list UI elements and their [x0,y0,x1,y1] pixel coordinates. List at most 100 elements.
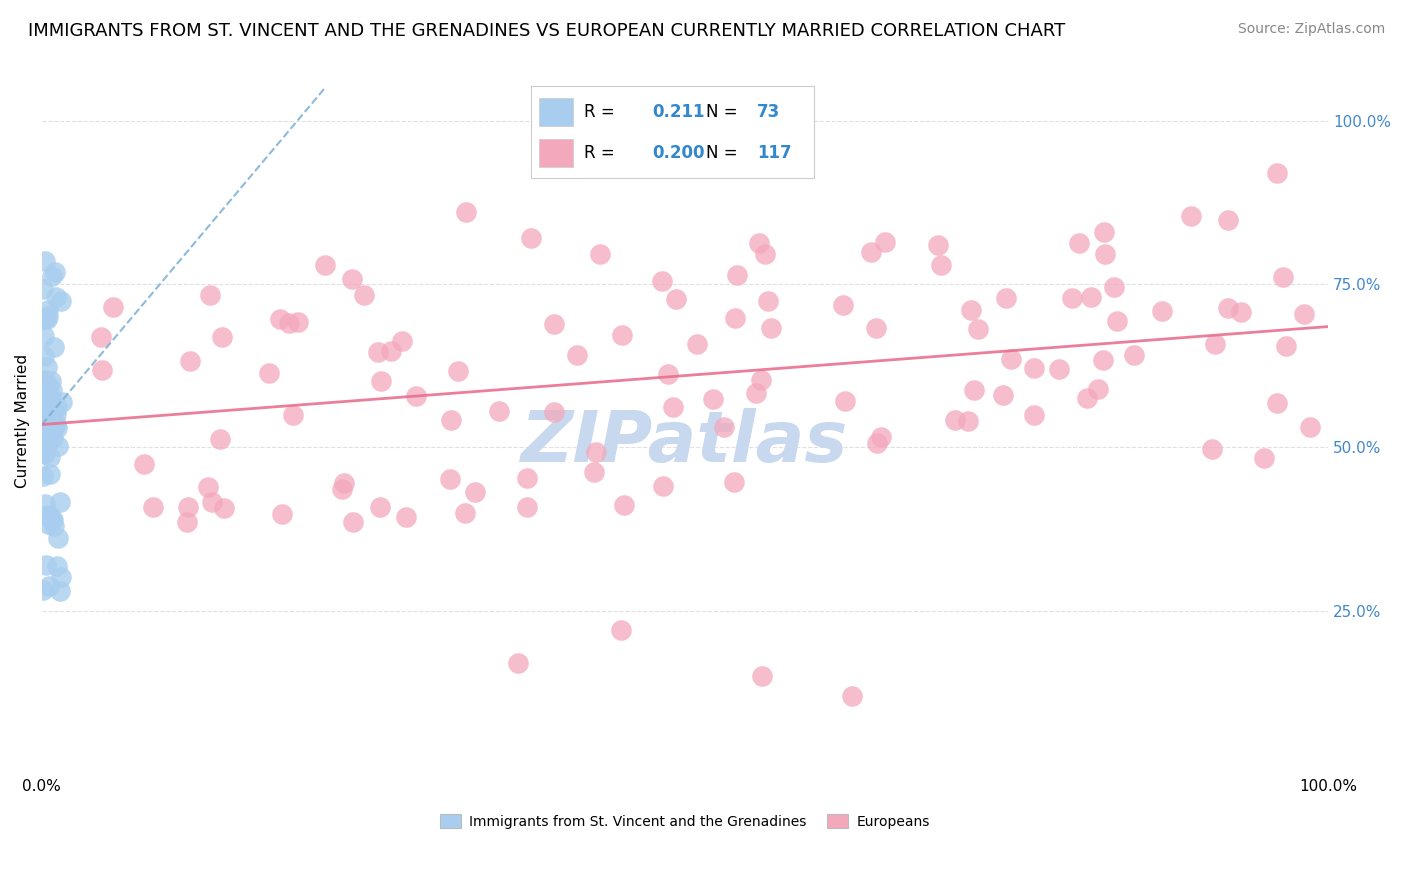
Legend: Immigrants from St. Vincent and the Grenadines, Europeans: Immigrants from St. Vincent and the Gren… [434,808,935,834]
Point [34,446,56,460]
Point [39,395,62,409]
Point [37,407,59,421]
Point [967,322,990,336]
Point [1092,353,1115,368]
Point [35,420,58,434]
Point [340,272,363,286]
Point [269,311,291,326]
Point [32,374,55,388]
Point [49,584,72,599]
Point [1201,442,1223,456]
Point [32,429,55,443]
Point [748,235,770,250]
Point [333,475,356,490]
Point [543,405,565,419]
Point [41,392,63,406]
Point [456,205,478,219]
Text: IMMIGRANTS FROM ST. VINCENT AND THE GRENADINES VS EUROPEAN CURRENTLY MARRIED COR: IMMIGRANTS FROM ST. VINCENT AND THE GREN… [28,22,1066,40]
Point [832,298,855,312]
Point [34,558,56,573]
Point [1298,420,1320,434]
Point [724,310,747,325]
Point [39,450,62,464]
Point [1205,337,1227,351]
Point [32,582,55,597]
Point [208,432,231,446]
Point [201,495,224,509]
Point [32,403,55,417]
Point [34,387,56,401]
Point [177,500,200,514]
Point [380,344,402,359]
Point [651,274,673,288]
Point [101,301,124,315]
Point [1087,382,1109,396]
Point [751,669,773,683]
Point [38,579,60,593]
Point [342,515,364,529]
Point [1230,304,1253,318]
Point [865,320,887,334]
Point [589,247,612,261]
Point [610,327,633,342]
Point [38,508,60,523]
Point [960,302,983,317]
Point [686,336,709,351]
Point [1253,451,1275,466]
Point [725,268,748,282]
Point [1047,361,1070,376]
Point [519,231,541,245]
Point [48,495,70,509]
Point [46,559,69,574]
Point [34,387,56,401]
Point [943,413,966,427]
Point [543,318,565,332]
Point [370,500,392,514]
Point [1000,352,1022,367]
Point [1218,213,1240,227]
Point [929,258,952,272]
Point [271,507,294,521]
Point [287,315,309,329]
Point [330,483,353,497]
Point [370,374,392,388]
Point [464,485,486,500]
Point [39,467,62,482]
Point [41,269,63,284]
Point [1092,225,1115,239]
Point [197,480,219,494]
Point [34,394,56,409]
Point [1022,408,1045,422]
Point [1180,209,1202,223]
Point [662,400,685,414]
Point [37,509,59,524]
Point [860,244,883,259]
Point [90,329,112,343]
Point [37,384,59,399]
Point [395,509,418,524]
Point [1122,348,1144,362]
Point [142,500,165,514]
Point [927,238,949,252]
Point [652,479,675,493]
Point [37,381,59,395]
Point [1275,339,1298,353]
Point [1152,303,1174,318]
Y-axis label: Currently Married: Currently Married [15,354,30,488]
Point [447,364,470,378]
Point [32,349,55,363]
Point [1069,236,1091,251]
Point [198,288,221,302]
Point [32,469,55,483]
Point [440,412,463,426]
Point [841,689,863,703]
Point [37,302,59,317]
Point [713,419,735,434]
Point [314,258,336,272]
Point [35,412,58,426]
Point [34,254,56,268]
Point [45,290,67,304]
Point [957,414,980,428]
Point [1102,280,1125,294]
Point [723,475,745,490]
